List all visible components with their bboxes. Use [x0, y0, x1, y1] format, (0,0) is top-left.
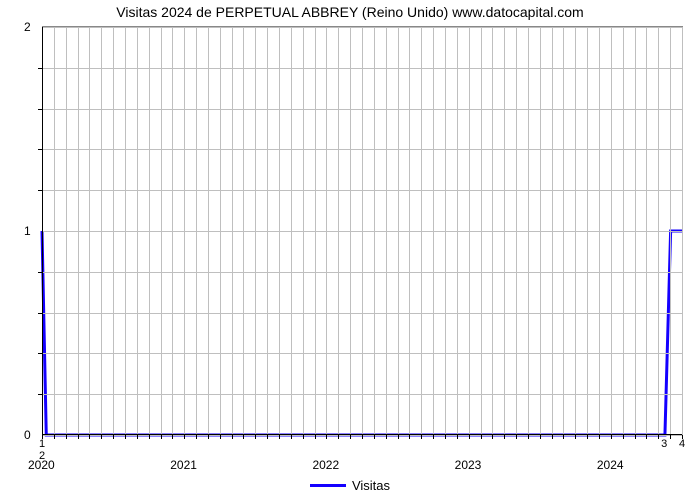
grid-h-minor	[42, 149, 682, 150]
x-minor-tick	[445, 435, 446, 439]
x-minor-tick	[658, 435, 659, 439]
x-minor-tick	[125, 435, 126, 439]
legend: Visitas	[0, 478, 700, 493]
x-minor-tick	[552, 435, 553, 439]
x-minor-tick	[291, 435, 292, 439]
grid-h-minor	[42, 394, 682, 395]
y-minor-tick	[38, 353, 42, 354]
x-minor-tick	[149, 435, 150, 439]
x-minor-tick	[255, 435, 256, 439]
legend-swatch	[310, 484, 346, 487]
x-minor-tick	[113, 435, 114, 439]
x-minor-tick	[303, 435, 304, 439]
x-minor-tick	[196, 435, 197, 439]
x-minor-tick	[184, 435, 185, 439]
x-minor-tick	[623, 435, 624, 439]
x-tick-label: 2021	[170, 458, 197, 472]
y-axis-line	[42, 27, 43, 435]
y-minor-tick	[38, 68, 42, 69]
x-minor-tick	[78, 435, 79, 439]
y-minor-tick	[38, 190, 42, 191]
x-minor-tick	[315, 435, 316, 439]
x-minor-tick	[528, 435, 529, 439]
x-minor-tick	[66, 435, 67, 439]
x-minor-tick	[279, 435, 280, 439]
x-minor-tick	[208, 435, 209, 439]
legend-label: Visitas	[352, 478, 390, 493]
extra-label: 2	[39, 450, 45, 462]
plot-area	[42, 26, 683, 435]
extra-label: 1	[39, 438, 45, 450]
x-minor-tick	[338, 435, 339, 439]
x-tick-label: 2022	[312, 458, 339, 472]
x-minor-tick	[481, 435, 482, 439]
chart-title: Visitas 2024 de PERPETUAL ABBREY (Reino …	[0, 4, 700, 20]
y-tick-label: 0	[24, 428, 31, 442]
x-minor-tick	[350, 435, 351, 439]
y-minor-tick	[38, 394, 42, 395]
grid-h-minor	[42, 109, 682, 110]
x-minor-tick	[137, 435, 138, 439]
x-minor-tick	[433, 435, 434, 439]
grid-h-minor	[42, 190, 682, 191]
x-minor-tick	[646, 435, 647, 439]
grid-h-minor	[42, 353, 682, 354]
x-minor-tick	[421, 435, 422, 439]
x-minor-tick	[409, 435, 410, 439]
x-minor-tick	[374, 435, 375, 439]
x-minor-tick	[611, 435, 612, 439]
x-tick-label: 2023	[455, 458, 482, 472]
x-minor-tick	[362, 435, 363, 439]
y-tick-label: 1	[24, 224, 31, 238]
x-minor-tick	[670, 435, 671, 439]
y-minor-tick	[38, 272, 42, 273]
x-minor-tick	[54, 435, 55, 439]
x-minor-tick	[326, 435, 327, 439]
y-tick-label: 2	[24, 20, 31, 34]
y-minor-tick	[38, 313, 42, 314]
x-minor-tick	[635, 435, 636, 439]
x-minor-tick	[504, 435, 505, 439]
x-minor-tick	[599, 435, 600, 439]
x-minor-tick	[540, 435, 541, 439]
x-minor-tick	[457, 435, 458, 439]
x-minor-tick	[516, 435, 517, 439]
grid-h-minor	[42, 313, 682, 314]
x-minor-tick	[492, 435, 493, 439]
x-minor-tick	[386, 435, 387, 439]
x-minor-tick	[398, 435, 399, 439]
grid-v	[682, 27, 683, 435]
x-minor-tick	[563, 435, 564, 439]
x-minor-tick	[220, 435, 221, 439]
grid-h-minor	[42, 272, 682, 273]
x-minor-tick	[232, 435, 233, 439]
x-minor-tick	[172, 435, 173, 439]
grid-h	[42, 231, 682, 232]
x-minor-tick	[89, 435, 90, 439]
x-minor-tick	[243, 435, 244, 439]
extra-label: 3	[661, 438, 667, 450]
y-minor-tick	[38, 109, 42, 110]
x-minor-tick	[101, 435, 102, 439]
x-minor-tick	[267, 435, 268, 439]
x-minor-tick	[587, 435, 588, 439]
x-minor-tick	[469, 435, 470, 439]
y-minor-tick	[38, 149, 42, 150]
x-tick-label: 2024	[597, 458, 624, 472]
x-minor-tick	[161, 435, 162, 439]
grid-h	[42, 27, 682, 28]
extra-label: 4	[679, 438, 685, 450]
x-minor-tick	[575, 435, 576, 439]
grid-h-minor	[42, 68, 682, 69]
